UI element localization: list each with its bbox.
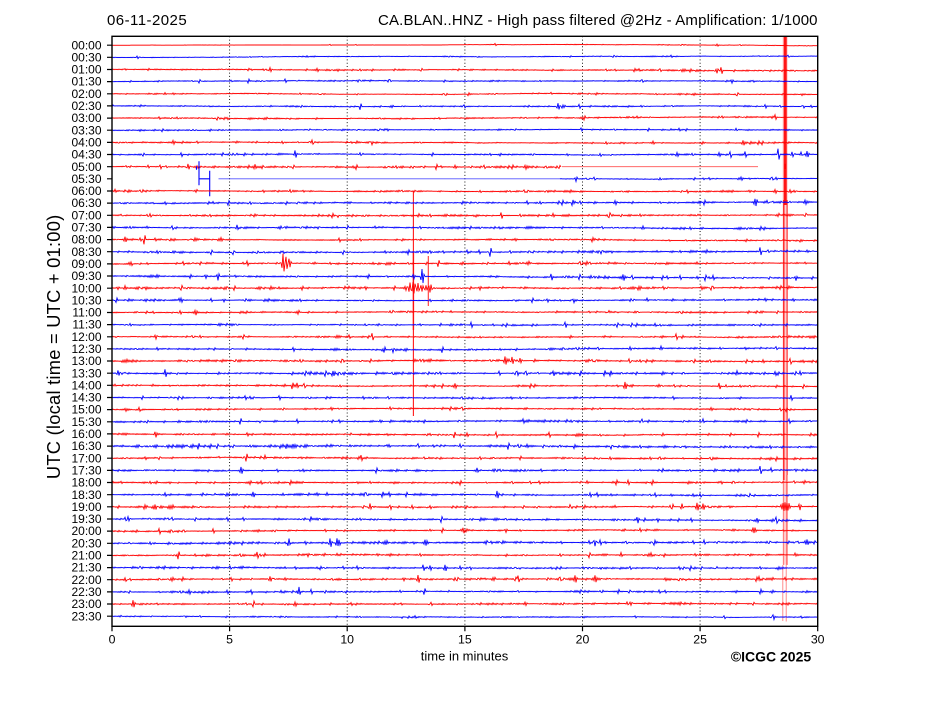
svg-text:16:30: 16:30 bbox=[71, 439, 101, 453]
svg-text:0: 0 bbox=[109, 633, 116, 647]
svg-text:15:00: 15:00 bbox=[71, 403, 101, 417]
svg-text:02:00: 02:00 bbox=[71, 87, 101, 101]
svg-text:02:30: 02:30 bbox=[71, 99, 101, 113]
svg-text:20: 20 bbox=[576, 633, 590, 647]
svg-text:20:00: 20:00 bbox=[71, 524, 101, 538]
svg-text:06-11-2025: 06-11-2025 bbox=[107, 12, 187, 29]
svg-text:20:30: 20:30 bbox=[71, 536, 101, 550]
svg-text:18:00: 18:00 bbox=[71, 476, 101, 490]
svg-text:21:30: 21:30 bbox=[71, 561, 101, 575]
svg-text:25: 25 bbox=[693, 633, 707, 647]
svg-text:09:00: 09:00 bbox=[71, 257, 101, 271]
svg-text:22:30: 22:30 bbox=[71, 585, 101, 599]
svg-text:UTC (local time = UTC + 01:00): UTC (local time = UTC + 01:00) bbox=[43, 215, 64, 480]
svg-text:11:00: 11:00 bbox=[72, 306, 101, 320]
svg-text:14:30: 14:30 bbox=[71, 391, 101, 405]
svg-text:01:00: 01:00 bbox=[71, 63, 101, 77]
svg-text:15: 15 bbox=[458, 633, 472, 647]
svg-text:00:30: 00:30 bbox=[71, 50, 101, 64]
svg-text:12:30: 12:30 bbox=[71, 342, 101, 356]
svg-text:19:00: 19:00 bbox=[71, 500, 101, 514]
svg-text:16:00: 16:00 bbox=[71, 427, 101, 441]
svg-text:17:30: 17:30 bbox=[71, 464, 101, 478]
svg-text:04:00: 04:00 bbox=[71, 136, 101, 150]
svg-text:CA.BLAN..HNZ - High pass filte: CA.BLAN..HNZ - High pass filtered @2Hz -… bbox=[378, 12, 818, 29]
svg-text:08:00: 08:00 bbox=[71, 233, 101, 247]
svg-text:07:30: 07:30 bbox=[71, 221, 101, 235]
svg-text:09:30: 09:30 bbox=[71, 269, 101, 283]
svg-text:05:30: 05:30 bbox=[71, 172, 101, 186]
svg-text:06:00: 06:00 bbox=[71, 184, 101, 198]
svg-text:03:00: 03:00 bbox=[71, 111, 101, 125]
svg-text:11:30: 11:30 bbox=[72, 318, 101, 332]
svg-text:05:00: 05:00 bbox=[71, 160, 101, 174]
svg-text:time in minutes: time in minutes bbox=[421, 649, 509, 664]
svg-text:©ICGC 2025: ©ICGC 2025 bbox=[731, 649, 812, 665]
svg-text:18:30: 18:30 bbox=[71, 488, 101, 502]
svg-text:19:30: 19:30 bbox=[71, 512, 101, 526]
svg-text:01:30: 01:30 bbox=[71, 75, 101, 89]
svg-text:00:00: 00:00 bbox=[71, 38, 101, 52]
svg-text:23:30: 23:30 bbox=[71, 609, 101, 623]
svg-text:17:00: 17:00 bbox=[71, 451, 101, 465]
svg-text:14:00: 14:00 bbox=[71, 378, 101, 392]
svg-text:10: 10 bbox=[340, 633, 354, 647]
svg-text:22:00: 22:00 bbox=[71, 573, 101, 587]
svg-text:23:00: 23:00 bbox=[71, 597, 101, 611]
svg-text:08:30: 08:30 bbox=[71, 245, 101, 259]
svg-text:12:00: 12:00 bbox=[71, 330, 101, 344]
svg-text:04:30: 04:30 bbox=[71, 148, 101, 162]
svg-text:15:30: 15:30 bbox=[71, 415, 101, 429]
svg-text:07:00: 07:00 bbox=[71, 208, 101, 222]
svg-text:13:30: 13:30 bbox=[71, 366, 101, 380]
svg-text:5: 5 bbox=[226, 633, 233, 647]
svg-text:06:30: 06:30 bbox=[71, 196, 101, 210]
svg-text:03:30: 03:30 bbox=[71, 123, 101, 137]
svg-text:13:00: 13:00 bbox=[71, 354, 101, 368]
svg-text:10:00: 10:00 bbox=[71, 281, 101, 295]
svg-text:30: 30 bbox=[811, 633, 825, 647]
svg-text:21:00: 21:00 bbox=[71, 549, 101, 563]
svg-text:10:30: 10:30 bbox=[71, 293, 101, 307]
